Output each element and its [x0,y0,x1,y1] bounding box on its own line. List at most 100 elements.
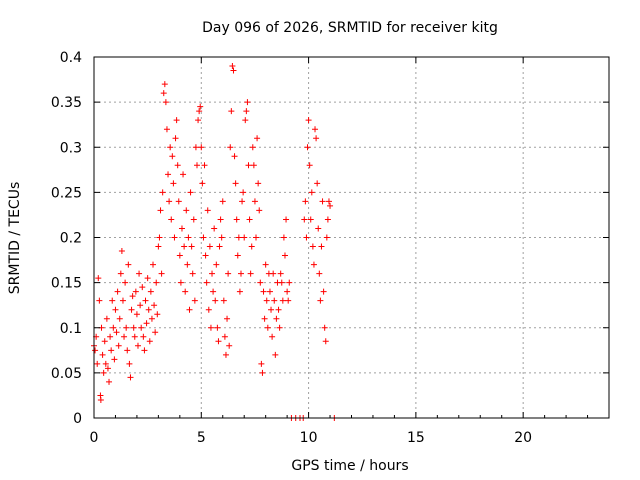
data-point-plus [244,99,251,106]
data-point-plus [277,270,284,277]
data-point-plus [132,288,139,295]
data-point-plus [205,306,212,313]
data-point-plus [190,216,197,223]
data-point-plus [286,279,293,286]
data-point-plus [143,320,150,327]
data-point-plus [176,252,183,259]
data-point-plus [220,297,227,304]
y-tick-label: 0.2 [60,231,82,247]
x-tick-label: 5 [197,430,206,446]
y-tick-label: 0.25 [51,185,82,201]
data-point-plus [303,234,310,241]
data-point-plus [254,135,261,142]
data-point-plus [233,216,240,223]
data-point-plus [218,234,225,241]
data-point-plus [148,315,155,322]
data-point-plus [97,396,104,403]
data-point-plus [173,117,180,124]
data-point-plus [281,252,288,259]
data-point-plus [104,365,111,372]
data-point-plus [232,180,239,187]
data-point-plus [102,360,109,367]
data-point-plus [128,306,135,313]
data-point-plus [119,297,126,304]
data-point-plus [255,180,262,187]
data-point-plus [262,261,269,268]
data-point-plus [236,288,243,295]
data-point-plus [221,333,228,340]
data-point-plus [229,63,236,70]
data-point-plus [266,288,273,295]
data-point-plus [92,347,99,354]
chart-title: Day 096 of 2026, SRMTID for receiver kit… [202,20,498,36]
data-point-plus [133,311,140,318]
data-point-plus [106,378,113,385]
data-point-plus [263,297,270,304]
data-point-plus [243,108,250,115]
data-point-plus [270,270,277,277]
data-point-plus [306,162,313,169]
data-point-plus [122,279,129,286]
data-point-plus [216,243,223,250]
data-point-plus [154,311,161,318]
data-point-plus [188,243,195,250]
data-point-plus [253,234,260,241]
data-point-plus [111,356,118,363]
data-point-plus [206,243,213,250]
data-point-plus [163,126,170,133]
x-tick-label: 10 [300,430,318,446]
data-point-plus [212,297,219,304]
data-point-plus [103,315,110,322]
data-point-plus [155,243,162,250]
data-point-plus [99,351,106,358]
data-point-plus [280,234,287,241]
data-point-plus [260,288,267,295]
data-point-plus [174,162,181,169]
data-point-plus [156,234,163,241]
data-point-plus [115,342,122,349]
y-tick-label: 0.4 [60,50,82,66]
data-point-plus [323,234,330,241]
data-point-plus [312,126,319,133]
data-point-plus [137,302,144,309]
data-point-plus [101,338,108,345]
data-point-plus [204,207,211,214]
data-point-plus [246,216,253,223]
data-point-plus [203,279,210,286]
data-point-plus [139,284,146,291]
data-point-plus [129,293,136,300]
y-tick-label: 0.3 [60,140,82,156]
data-point-plus [114,288,121,295]
data-point-plus [147,288,154,295]
data-point-plus [250,162,257,169]
data-point-plus [184,261,191,268]
data-point-plus [231,153,238,160]
x-tick-label: 0 [90,430,99,446]
data-point-plus [196,108,203,115]
data-point-plus [169,153,176,160]
data-point-plus [94,360,101,367]
data-point-plus [96,297,103,304]
data-point-plus [256,207,263,214]
data-point-plus [182,288,189,295]
data-point-plus [189,270,196,277]
data-point-plus [317,297,324,304]
data-point-plus [161,81,168,88]
data-point-plus [198,144,205,151]
data-point-plus [319,198,326,205]
data-point-plus [118,248,125,255]
data-point-plus [207,324,214,331]
data-point-plus [235,234,242,241]
data-point-plus [225,270,232,277]
y-tick-label: 0.1 [60,321,82,337]
data-point-plus [302,198,309,205]
data-point-plus [178,225,185,232]
data-point-plus [213,261,220,268]
y-tick-label: 0.05 [51,366,82,382]
data-point-plus [162,99,169,106]
data-point-plus [249,144,256,151]
data-point-plus [214,324,221,331]
data-point-plus [268,306,275,313]
data-point-plus [215,338,222,345]
data-point-plus [258,360,265,367]
